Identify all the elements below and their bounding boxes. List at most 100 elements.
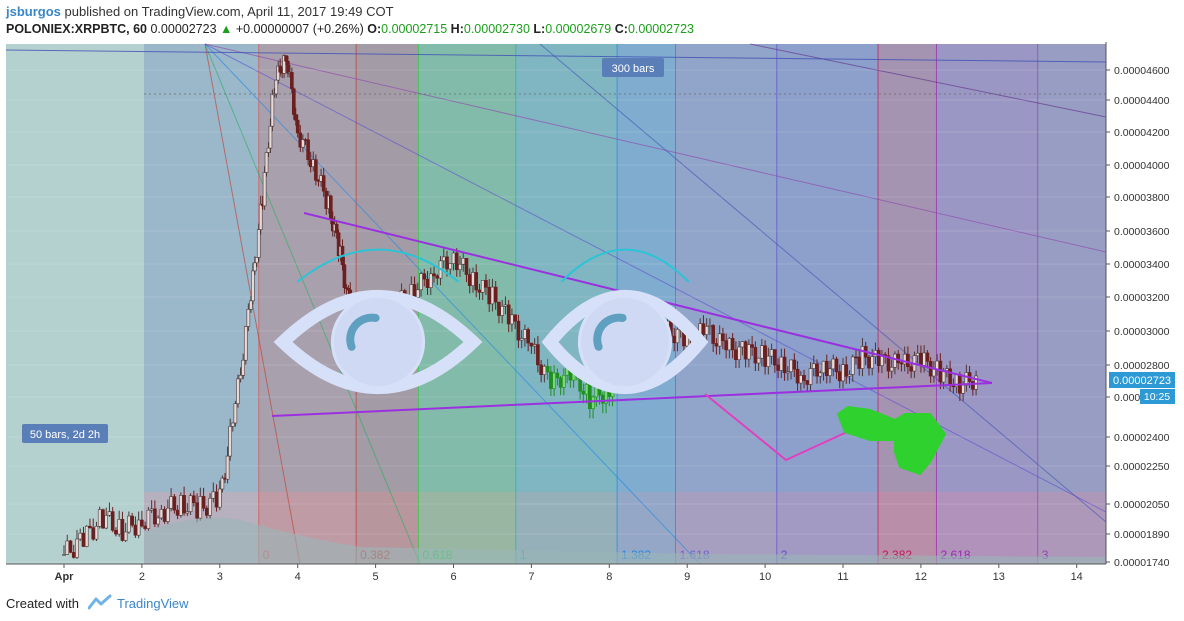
price-candle-body	[854, 356, 858, 359]
price-candle-body	[539, 364, 543, 375]
price-candle-body	[179, 495, 183, 516]
price-candle-body	[159, 509, 164, 519]
price-candle-body	[188, 495, 193, 512]
time-tick-label: 11	[837, 571, 848, 583]
price-candle-body	[136, 519, 141, 536]
price-candle-body	[503, 304, 508, 307]
price-tick-label: 0.00003800	[1114, 192, 1170, 204]
price-candle-body	[198, 496, 203, 519]
price-candle-body	[241, 359, 245, 376]
price-candle-body	[428, 273, 433, 288]
price-candle-body	[81, 532, 86, 547]
price-candle-body	[230, 422, 235, 427]
upper-range-band	[144, 44, 1106, 492]
price-candle-body	[185, 511, 190, 514]
price-tick-label: 0.00004200	[1114, 127, 1170, 139]
price-candle-body	[243, 326, 248, 361]
price-candle-body	[938, 360, 943, 383]
symbol-label[interactable]: POLONIEX:XRPBTC, 60	[6, 22, 147, 36]
tradingview-logo-icon[interactable]	[87, 594, 112, 615]
price-candle-body	[834, 358, 839, 372]
created-with-text: Created with	[6, 596, 79, 611]
price-candle-body	[760, 345, 764, 359]
price-tick-label: 0.00004000	[1114, 160, 1170, 172]
price-candle-body	[127, 515, 131, 533]
volume-area	[144, 517, 1106, 564]
price-candle-body	[284, 55, 288, 62]
open-value: 0.00002715	[381, 22, 448, 36]
price-candle-body	[114, 529, 118, 535]
left-eye-drawing	[273, 248, 483, 395]
price-candle-body	[415, 289, 420, 298]
price-candle-body	[945, 368, 949, 371]
price-candle-body	[419, 273, 423, 291]
price-candle-body	[880, 354, 884, 366]
left-range-band	[6, 44, 144, 564]
price-candle-body	[290, 72, 294, 90]
price-candle-body	[961, 384, 965, 394]
bars-50-label: 50 bars, 2d 2h	[22, 424, 108, 443]
fib-fan-line	[204, 43, 1107, 253]
price-candle-body	[448, 263, 453, 270]
price-candle-body	[208, 497, 212, 516]
last-price-text: 0.00002723	[1113, 375, 1171, 387]
price-candle-body	[591, 396, 595, 409]
drawings[interactable]: 300 bars 50 bars, 2d 2h	[22, 58, 993, 476]
price-candle-body	[474, 272, 479, 291]
eyebrow	[560, 248, 690, 283]
last-price-tag: 0.00002723	[1109, 372, 1175, 388]
price-candle-body	[529, 342, 534, 347]
price-candle-body	[253, 262, 257, 272]
price-candle-body	[558, 377, 563, 388]
price-candle-body	[412, 284, 417, 298]
price-candle-body	[249, 300, 253, 310]
price-candle-body	[730, 338, 735, 351]
price-candle-body	[675, 328, 680, 344]
price-candle-body	[802, 375, 806, 381]
price-candle-body	[175, 509, 180, 516]
time-tick-label: Apr	[55, 571, 75, 583]
price-candle-body	[451, 252, 456, 264]
price-candle-body	[506, 304, 511, 325]
eye-highlight	[346, 313, 380, 351]
close-value: 0.00002723	[627, 22, 694, 36]
price-candle-body	[782, 356, 787, 374]
price-candle-body	[805, 380, 810, 385]
price-candle-body	[542, 365, 547, 375]
price-candle-body	[201, 496, 206, 509]
tradingview-link[interactable]: TradingView	[117, 596, 189, 611]
price-candle-body	[588, 383, 592, 409]
fib-zone-band	[936, 44, 1038, 564]
price-candle-body	[601, 394, 605, 404]
price-candle-body	[270, 93, 275, 127]
price-candle-body	[581, 390, 586, 395]
price-candle-body	[721, 333, 725, 342]
price-candle-body	[68, 540, 73, 553]
price-candle-body	[454, 252, 459, 270]
footer: Created with TradingView	[0, 586, 1184, 621]
price-candle-body	[837, 371, 842, 382]
price-candle-body	[704, 326, 709, 335]
price-candle-body	[166, 507, 170, 522]
price-candle-body	[233, 403, 238, 424]
price-candle-body	[828, 368, 832, 376]
price-candle-body	[886, 355, 891, 372]
price-candle-body	[850, 356, 855, 375]
fib-zone-band	[418, 44, 516, 564]
countdown-tag: 10:25	[1140, 389, 1175, 404]
fib-fan-line	[749, 43, 1107, 118]
bars-300-text: 300 bars	[612, 63, 655, 75]
price-candle-body	[811, 363, 816, 369]
price-candle-body	[743, 341, 748, 360]
price-tick-label: 0.00004600	[1114, 65, 1170, 77]
fib-fan-line	[204, 43, 421, 565]
price-candle-body	[490, 286, 495, 305]
price-tick-label: 0.00004400	[1114, 95, 1170, 107]
author-link[interactable]: jsburgos	[6, 4, 61, 19]
price-candle-body	[516, 320, 521, 341]
price-candle-body	[831, 358, 836, 370]
price-candle-body	[110, 511, 115, 531]
last-price: 0.00002723	[150, 22, 217, 36]
